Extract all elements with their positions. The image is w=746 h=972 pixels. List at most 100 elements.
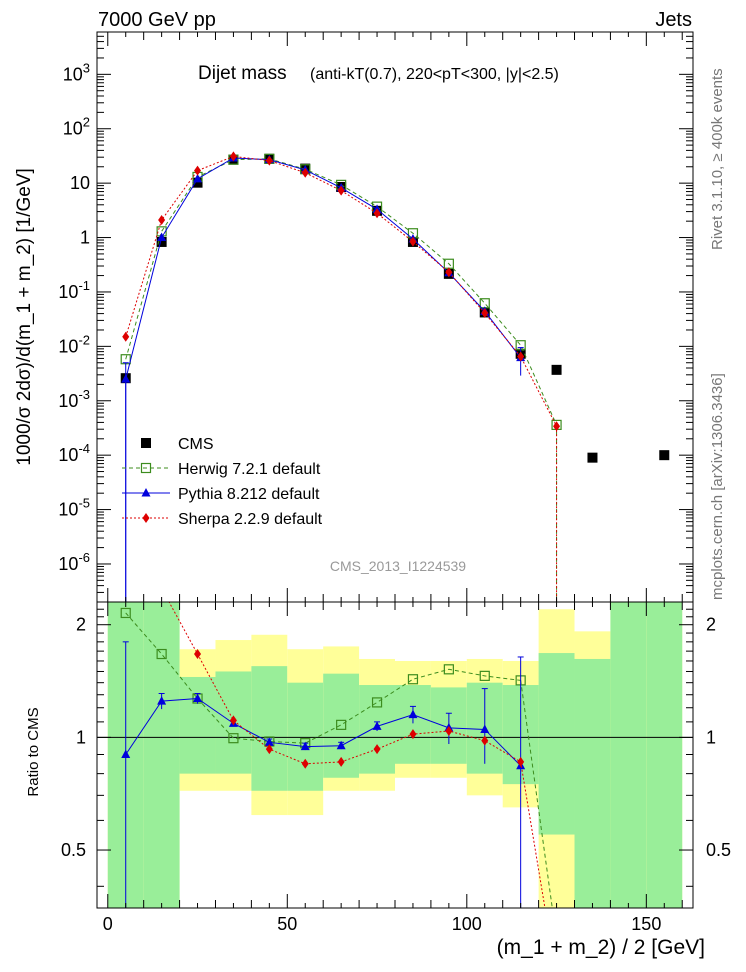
side-text-bottom: mcplots.cern.ch [arXiv:1306.3436] [709,373,726,600]
series-pythia [121,152,526,602]
data-point [157,232,167,242]
data-point [301,167,309,178]
x-tick-label: 0 [103,914,113,934]
data-point [481,308,489,319]
y-tick-label: 10-2 [58,332,90,356]
band-green [287,682,324,791]
ratio-y-tick-label-right: 1 [706,727,716,747]
series-line [125,158,558,426]
ratio-point [407,674,419,685]
x-axis-label: (m_1 + m_2) / 2 [GeV] [497,936,705,959]
legend-marker [140,462,152,474]
data-point [122,331,130,342]
band-green [179,676,216,774]
chart-title: Dijet mass [198,63,287,84]
data-point [373,208,381,219]
band-green [610,602,647,908]
main-panel: 10-6 10-5 10-4 10-3 10-2 10-1 1 10 102 103 Dijet … [14,31,694,603]
legend-label: Sherpa 2.2.9 default [178,511,323,528]
ratio-point [517,756,525,767]
series-sherpa [122,151,561,602]
data-point [551,364,562,375]
y-tick-label: 10-3 [58,387,90,411]
data-point [121,374,131,383]
ratio-point [445,725,453,736]
ratio-drop [520,761,546,908]
y-tick-label: 10-6 [58,550,90,574]
legend-marker [141,438,151,448]
band-green [574,658,611,908]
ratio-series-sherpa [158,583,546,908]
chart-subtitle: (anti-kT(0.7), 220<pT<300, |y|<2.5) [310,66,559,83]
data-point [553,421,561,432]
ratio-panel: 0 50 100 150 0.5 0.5 1 1 2 2 Ratio to CMS (m_1 + … [25,583,731,959]
band-green [646,602,683,908]
ratio-point [373,744,381,755]
data-point [659,450,670,461]
ratio-point [229,715,237,726]
ratio-point [194,649,202,660]
side-text-top: Rivet 3.1.10, ≥ 400k events [709,68,726,250]
ratio-point [228,733,239,744]
series-herwig [120,153,562,602]
ratio-point [408,709,418,719]
ratio-point [301,758,309,769]
header-left: 7000 GeV pp [98,9,216,31]
y-tick-label: 10 [70,173,90,193]
ratio-point [409,729,417,740]
data-point [192,177,203,188]
ratio-point [156,648,167,660]
ratio-point [336,740,346,750]
legend-marker [142,513,150,523]
y-tick-label: 1 [80,228,90,248]
data-point [337,185,345,196]
ratio-y-tick-label: 1 [76,727,86,747]
y-tick-label: 10-4 [58,441,90,465]
data-point [409,236,417,247]
ratio-point [371,697,383,708]
ratio-point [337,756,345,767]
ratio-point [480,724,490,733]
ratio-y-tick-label-right: 2 [706,615,716,635]
ratio-frame [96,601,694,909]
band-green [251,666,288,791]
data-point [229,151,237,162]
ratio-point [443,664,454,675]
y-axis-label: 1000/σ 2dσ)/d(m_1 + m_2) [1/GeV] [14,168,35,466]
ratio-point [372,721,382,730]
x-tick-label: 50 [277,914,297,934]
series-line [125,155,558,427]
ratio-point [157,696,167,705]
ratio-point [300,741,310,751]
band-green [143,602,180,908]
data-point [265,155,273,166]
band-green [538,653,575,835]
data-point [158,215,166,226]
legend-label: Pythia 8.212 default [178,486,320,503]
ratio-point [479,670,490,681]
data-point [445,267,453,278]
watermark: CMS_2013_I1224539 [330,558,466,574]
ratio-point [193,693,203,703]
ratio-point [265,744,273,755]
ratio-point [158,583,165,593]
legend: CMS Herwig 7.2.1 default Pythia 8.212 defa… [122,436,323,528]
y-tick-label: 10-1 [58,278,90,302]
data-point [193,173,203,183]
ratio-point [121,749,131,758]
x-tick-label: 150 [631,914,661,934]
y-tick-label: 103 [63,60,90,84]
ratio-point [481,735,489,746]
data-point [194,165,202,176]
legend-label: Herwig 7.2.1 default [178,461,321,478]
band-green [395,685,431,764]
ratio-point [120,607,131,619]
data-point [156,236,167,247]
series-cms [120,153,670,463]
y-tick-label: 102 [63,115,90,139]
ratio-point [336,719,347,730]
ratio-point [264,737,274,746]
legend-marker [141,488,151,497]
data-point [587,452,598,463]
